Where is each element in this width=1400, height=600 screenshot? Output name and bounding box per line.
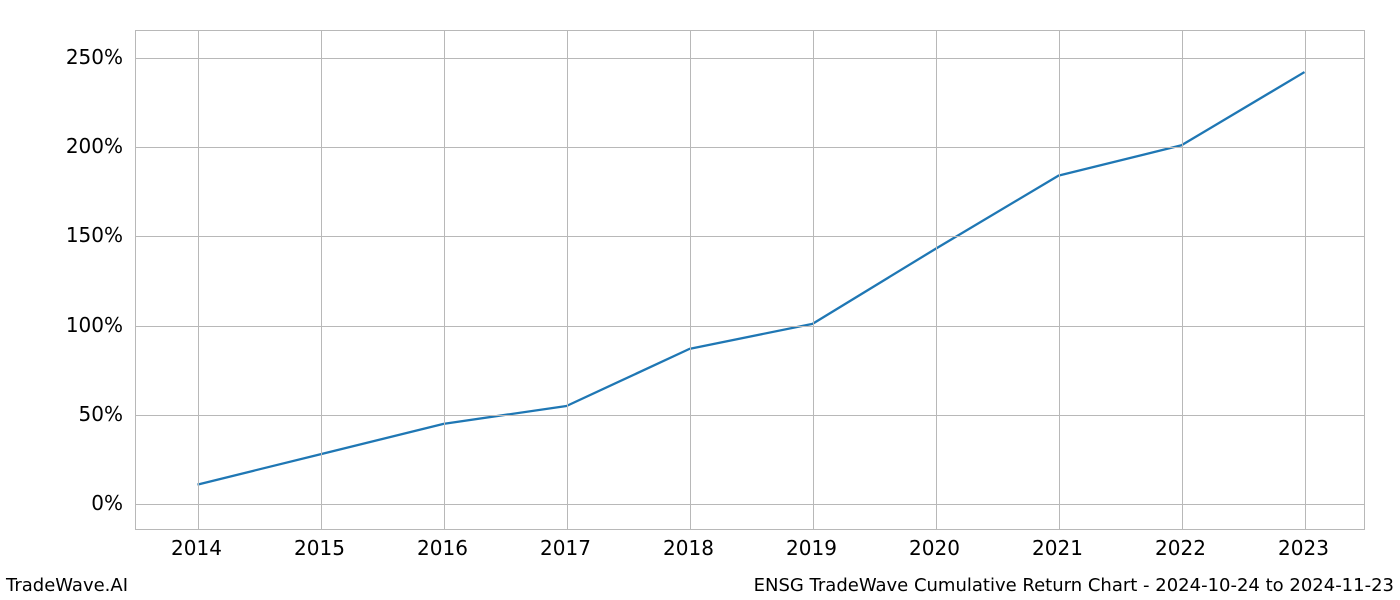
x-gridline — [198, 31, 199, 529]
return-line — [198, 72, 1305, 485]
y-tick-label: 250% — [66, 45, 123, 69]
x-gridline — [690, 31, 691, 529]
y-gridline — [136, 326, 1364, 327]
x-gridline — [321, 31, 322, 529]
x-gridline — [1305, 31, 1306, 529]
x-tick-label: 2014 — [171, 536, 222, 560]
y-gridline — [136, 504, 1364, 505]
x-tick-label: 2022 — [1155, 536, 1206, 560]
x-tick-label: 2019 — [786, 536, 837, 560]
y-tick-label: 50% — [79, 402, 123, 426]
footer-right-label: ENSG TradeWave Cumulative Return Chart -… — [754, 575, 1394, 596]
x-tick-label: 2023 — [1278, 536, 1329, 560]
x-tick-label: 2015 — [294, 536, 345, 560]
x-tick-label: 2018 — [663, 536, 714, 560]
x-tick-label: 2021 — [1032, 536, 1083, 560]
y-tick-label: 200% — [66, 134, 123, 158]
x-tick-label: 2016 — [417, 536, 468, 560]
y-gridline — [136, 236, 1364, 237]
x-gridline — [813, 31, 814, 529]
x-gridline — [936, 31, 937, 529]
y-gridline — [136, 147, 1364, 148]
x-tick-label: 2017 — [540, 536, 591, 560]
x-gridline — [1059, 31, 1060, 529]
y-gridline — [136, 58, 1364, 59]
chart-canvas: TradeWave.AI ENSG TradeWave Cumulative R… — [0, 0, 1400, 600]
y-tick-label: 150% — [66, 223, 123, 247]
y-tick-label: 100% — [66, 313, 123, 337]
x-gridline — [444, 31, 445, 529]
plot-area — [135, 30, 1365, 530]
y-tick-label: 0% — [91, 491, 123, 515]
x-gridline — [1182, 31, 1183, 529]
y-gridline — [136, 415, 1364, 416]
x-gridline — [567, 31, 568, 529]
x-tick-label: 2020 — [909, 536, 960, 560]
footer-left-label: TradeWave.AI — [6, 575, 128, 596]
